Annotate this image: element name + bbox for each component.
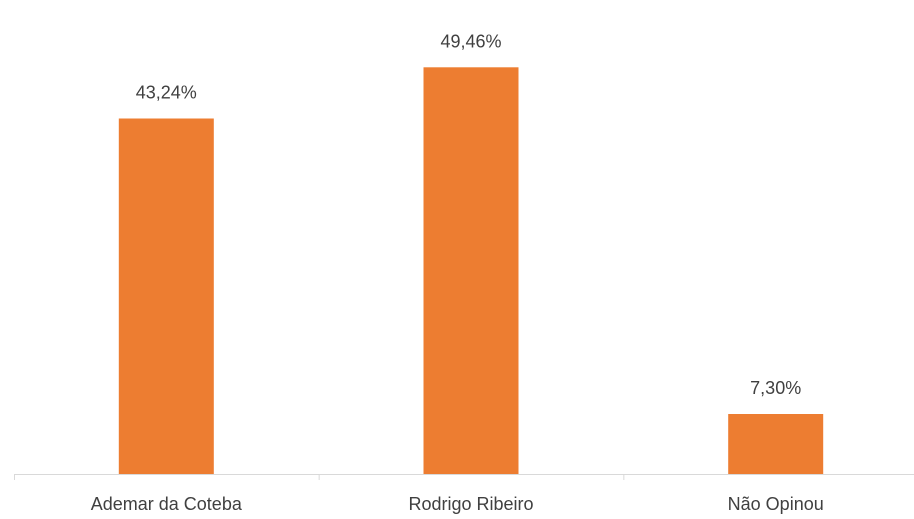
bar-ademar-da-coteba [118, 118, 214, 474]
data-label-ademar-da-coteba: 43,24% [136, 83, 197, 103]
data-label-nao-opinou: 7,30% [750, 378, 801, 398]
data-label-rodrigo-ribeiro: 49,46% [440, 31, 501, 51]
labels-layer: 43,24% 49,46% 7,30% Ademar da Coteba Rodrigo… [91, 31, 824, 514]
bar-rodrigo-ribeiro [423, 67, 519, 475]
x-axis [14, 474, 914, 480]
bar-nao-opinou [728, 414, 824, 474]
x-tick-label-nao-opinou: Não Opinou [728, 494, 824, 514]
x-tick-label-rodrigo-ribeiro: Rodrigo Ribeiro [408, 494, 533, 514]
x-tick-label-ademar-da-coteba: Ademar da Coteba [91, 494, 243, 514]
bars-layer [118, 67, 824, 475]
